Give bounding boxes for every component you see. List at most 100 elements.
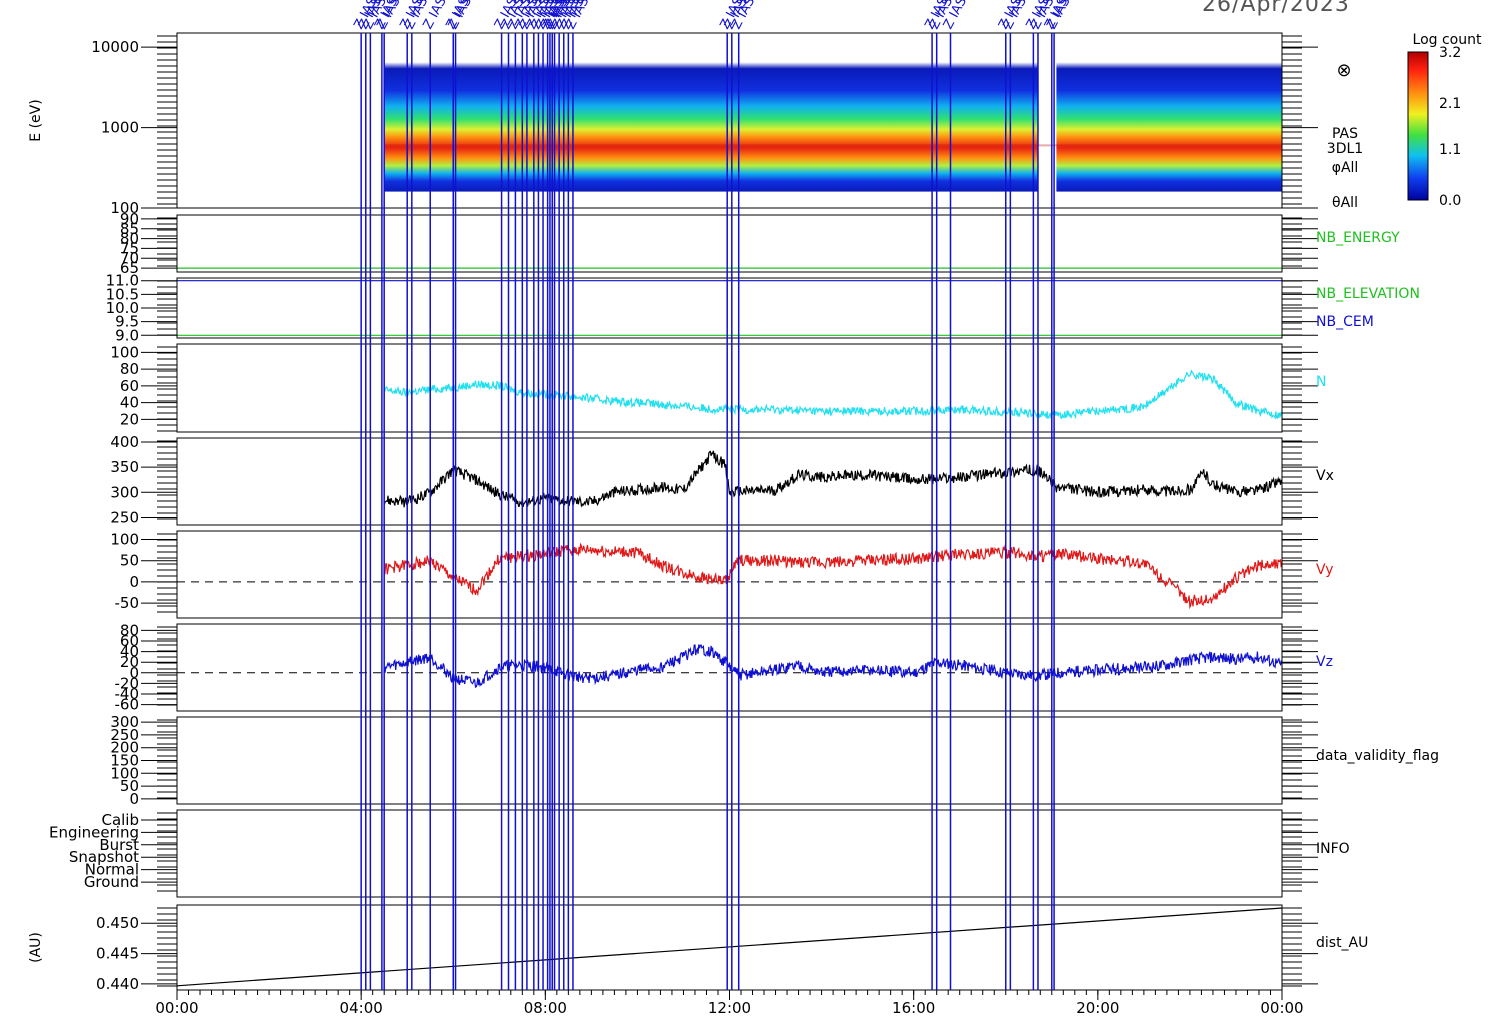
series-line-vy [383, 542, 1283, 610]
spectrogram-label: PAS [1332, 126, 1358, 142]
y-tick-label: 9.5 [115, 313, 139, 331]
series-label-nb_cem: NB_CEM [1316, 314, 1374, 330]
y-tick-label: 0.445 [96, 945, 139, 963]
y-tick-label: 300 [110, 483, 139, 501]
y-tick-label: 80 [120, 360, 139, 378]
y-tick-label: -20 [115, 674, 140, 692]
y-tick-label: 0.440 [96, 975, 139, 993]
series-line-n [383, 369, 1283, 420]
x-tick-label: 08:00 [524, 999, 567, 1017]
colorbar-title: Log count [1413, 32, 1482, 48]
y-tick-label: 10000 [91, 38, 139, 56]
y-tick-label: 400 [110, 433, 139, 451]
x-tick-label: 20:00 [1076, 999, 1119, 1017]
y-tick-label: 85 [120, 220, 139, 238]
data_validity_flag-frame [176, 716, 1283, 805]
vx-frame [176, 437, 1283, 526]
info-frame [176, 809, 1283, 898]
y-tick-label: 20 [120, 653, 139, 671]
colorbar-tick-label: 1.1 [1439, 142, 1461, 158]
x-tick-label: 12:00 [708, 999, 751, 1017]
y-tick-label: 11.0 [106, 272, 139, 290]
spectrogram-label: θAll [1332, 195, 1358, 211]
nb_elevation_cem-frame [176, 277, 1283, 339]
series-label-vz: Vz [1316, 654, 1333, 670]
x-tick-label: 00:00 [1260, 999, 1303, 1017]
colorbar-tick-label: 0.0 [1439, 193, 1461, 209]
y-tick-label: 250 [110, 508, 139, 526]
y-tick-label: 50 [120, 552, 139, 570]
y-tick-label: 60 [120, 632, 139, 650]
series-label-dist_au: dist_AU [1316, 935, 1368, 951]
spectrogram-label: 3DL1 [1327, 141, 1363, 157]
y-tick-label: 90 [120, 210, 139, 228]
y-tick-label: 40 [120, 643, 139, 661]
series-line-vz [383, 644, 1283, 689]
y-tick-label: 300 [110, 713, 139, 731]
y-tick-label: 60 [120, 377, 139, 395]
spectrogram-frame [176, 32, 1283, 209]
spectrogram-block [1056, 62, 1282, 192]
colorbar-tick-label: 3.2 [1439, 45, 1461, 61]
event-marker-tag: Z IAS [446, 0, 475, 32]
y-tick-label: 50 [120, 777, 139, 795]
x-tick-label: 16:00 [892, 999, 935, 1017]
y-tick-label: 10.0 [106, 299, 139, 317]
colorbar-tick-label: 2.1 [1439, 96, 1461, 112]
y-axis-label: (AU) [28, 932, 44, 963]
series-label-info: INFO [1316, 841, 1350, 857]
vy-frame [176, 530, 1283, 619]
series-label-nb_energy: NB_ENERGY [1316, 230, 1400, 246]
spectrogram-block [384, 62, 1038, 192]
series-label-data_validity_flag: data_validity_flag [1316, 748, 1439, 764]
spectrogram-label: φAll [1332, 160, 1359, 176]
series-line-dist_au [176, 907, 1283, 987]
y-tick-label: Snapshot [69, 848, 139, 866]
series-label-vy: Vy [1316, 562, 1334, 578]
x-tick-label: 04:00 [340, 999, 383, 1017]
y-tick-label: 100 [110, 530, 139, 548]
y-tick-label: 10.5 [106, 285, 139, 303]
y-tick-label: -50 [115, 594, 140, 612]
y-tick-label: 9.0 [115, 326, 139, 344]
y-tick-label: Burst [99, 836, 139, 854]
y-tick-label: 0 [129, 664, 139, 682]
y-tick-label: Ground [84, 873, 139, 891]
y-tick-label: 1000 [101, 119, 139, 137]
y-tick-label: 200 [110, 739, 139, 757]
series-label-nb_elevation: NB_ELEVATION [1316, 286, 1420, 302]
y-tick-label: 0.450 [96, 914, 139, 932]
colorbar-scale [1407, 51, 1429, 201]
y-tick-label: 80 [120, 621, 139, 639]
spectrogram-symbol: ⊗ [1336, 60, 1351, 81]
y-tick-label: 0 [129, 790, 139, 808]
series-label-vx: Vx [1316, 468, 1334, 484]
y-tick-label: 150 [110, 752, 139, 770]
y-tick-label: 250 [110, 726, 139, 744]
y-tick-label: 40 [120, 394, 139, 412]
y-tick-label: Calib [101, 811, 139, 829]
y-tick-label: 75 [120, 239, 139, 257]
vz-frame [176, 623, 1283, 712]
y-tick-label: 65 [120, 259, 139, 277]
y-tick-label: Engineering [49, 823, 139, 841]
y-tick-label: -40 [115, 685, 140, 703]
y-tick-label: 80 [120, 230, 139, 248]
nb_energy-frame [176, 214, 1283, 273]
series-label-n: N [1316, 374, 1326, 390]
y-tick-label: 100 [110, 764, 139, 782]
date-title: 26/Apr/2023 [1202, 0, 1350, 17]
y-tick-label: 350 [110, 458, 139, 476]
series-line-vx [383, 450, 1283, 508]
y-tick-label: Normal [85, 861, 139, 879]
density-frame [176, 343, 1283, 433]
event-marker-tag: Z IAS [1001, 0, 1030, 32]
x-tick-label: 00:00 [155, 999, 198, 1017]
y-tick-label: 0 [129, 573, 139, 591]
y-tick-label: 100 [110, 343, 139, 361]
y-axis-label: E (eV) [28, 99, 44, 141]
